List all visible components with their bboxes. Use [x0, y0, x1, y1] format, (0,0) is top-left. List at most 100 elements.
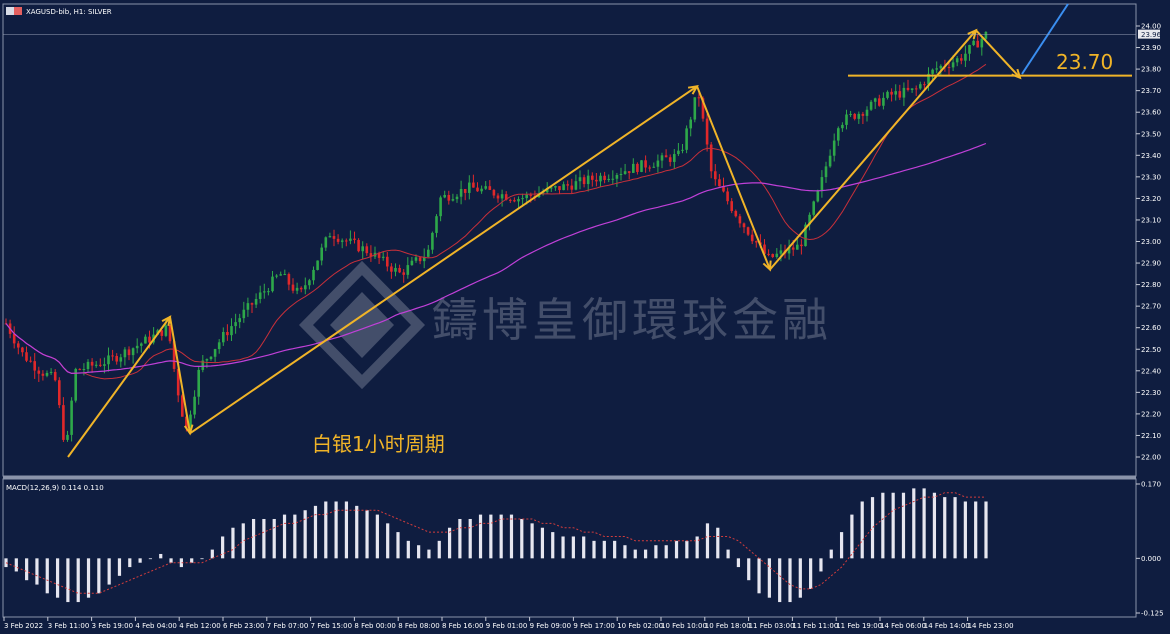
macd-histogram-bar	[417, 545, 421, 559]
candle-body	[960, 58, 963, 61]
macd-histogram-bar	[365, 510, 369, 559]
candle-body	[898, 91, 902, 98]
candle-body	[914, 88, 918, 90]
candle-body	[431, 232, 434, 250]
ma-fast-line	[5, 63, 987, 380]
candle-body	[652, 166, 656, 168]
macd-histogram-bar	[912, 488, 916, 559]
candle-body	[377, 252, 381, 258]
candle-body	[369, 253, 373, 257]
candle-body	[275, 275, 278, 277]
candle-body	[119, 357, 123, 362]
macd-histogram-bar	[551, 532, 555, 559]
candle-body	[131, 348, 135, 356]
candle-body	[853, 113, 856, 119]
x-tick-label: 4 Feb 12:00	[179, 622, 220, 630]
macd-histogram-bar	[674, 540, 679, 559]
macd-label: MACD(12,26,9) 0.114 0.110	[6, 484, 104, 492]
chart-window-icon[interactable]	[6, 7, 14, 15]
candle-body	[496, 195, 500, 199]
candle-body	[767, 253, 770, 255]
candle-body	[878, 98, 881, 106]
macd-signal-line	[5, 492, 986, 594]
y-tick-label: 23.90	[1141, 44, 1161, 52]
candle-body	[205, 359, 209, 361]
y-tick-label: 23.30	[1141, 173, 1161, 181]
swing-arrowhead	[687, 85, 699, 95]
macd-histogram-bar	[35, 558, 39, 585]
candle-body	[935, 68, 938, 70]
macd-histogram-bar	[757, 558, 761, 594]
candle-body	[304, 285, 307, 290]
candle-body	[328, 236, 332, 238]
chart-window-icon-part[interactable]	[14, 7, 22, 15]
x-tick-label: 10 Feb 18:00	[705, 622, 751, 630]
macd-histogram-bar	[829, 549, 833, 559]
y-tick-label: 23.60	[1141, 109, 1161, 117]
macd-histogram-bar	[974, 501, 978, 559]
macd-histogram-bar	[633, 549, 637, 559]
candle-body	[209, 356, 213, 360]
candle-body	[234, 322, 237, 327]
candle-body	[824, 166, 828, 178]
annotation-cn-label: 白银1小时周期	[312, 432, 445, 456]
candle-body	[545, 188, 549, 193]
candle-body	[550, 187, 553, 189]
candle-body	[570, 185, 574, 190]
candle-body	[185, 416, 188, 428]
macd-tick-label: 0.000	[1141, 555, 1161, 563]
macd-histogram-bar	[200, 558, 204, 560]
candle-body	[308, 280, 311, 286]
candle-body	[66, 434, 69, 440]
candle-body	[718, 179, 721, 187]
candle-body	[488, 186, 492, 190]
candle-body	[492, 189, 496, 196]
candle-body	[705, 118, 709, 145]
x-tick-label: 8 Feb 08:00	[398, 622, 439, 630]
candle-body	[201, 360, 205, 370]
macd-histogram-bar	[303, 510, 307, 559]
candle-body	[841, 124, 844, 129]
candle-body	[402, 272, 405, 275]
candle-body	[525, 194, 528, 199]
candle-body	[283, 274, 287, 276]
macd-histogram-bar	[355, 505, 359, 559]
price-panel	[2, 3, 1137, 477]
candle-body	[558, 186, 561, 191]
candle-body	[361, 246, 364, 252]
candle-body	[595, 179, 598, 182]
candle-body	[447, 194, 451, 201]
macd-histogram-bar	[540, 527, 545, 559]
swing-arrowhead	[967, 28, 978, 40]
macd-histogram-bar	[809, 558, 813, 589]
candle-body	[730, 201, 733, 211]
candle-body	[287, 274, 291, 285]
candle-body	[455, 196, 459, 200]
macd-histogram-bar	[582, 536, 586, 559]
candle-body	[828, 155, 832, 167]
macd-histogram-bar	[55, 558, 60, 598]
candle-body	[123, 349, 127, 358]
candle-body	[78, 368, 82, 370]
candle-body	[582, 177, 586, 185]
candle-body	[115, 355, 118, 362]
macd-histogram-bar	[25, 558, 29, 581]
candle-body	[849, 113, 852, 115]
macd-histogram-bar	[251, 518, 256, 559]
candle-body	[25, 352, 28, 361]
macd-histogram-bar	[458, 518, 462, 559]
candle-body	[910, 88, 914, 90]
candle-body	[267, 291, 270, 293]
macd-histogram-bar	[148, 558, 153, 560]
x-tick-label: 9 Feb 01:00	[486, 622, 527, 630]
candle-body	[193, 396, 196, 415]
candle-body	[390, 266, 393, 272]
candle-body	[168, 325, 172, 342]
candle-body	[357, 239, 360, 252]
candle-body	[894, 91, 897, 95]
candle-body	[381, 256, 385, 258]
candle-body	[734, 210, 738, 217]
candle-body	[955, 58, 959, 63]
macd-histogram-bar	[716, 527, 720, 559]
